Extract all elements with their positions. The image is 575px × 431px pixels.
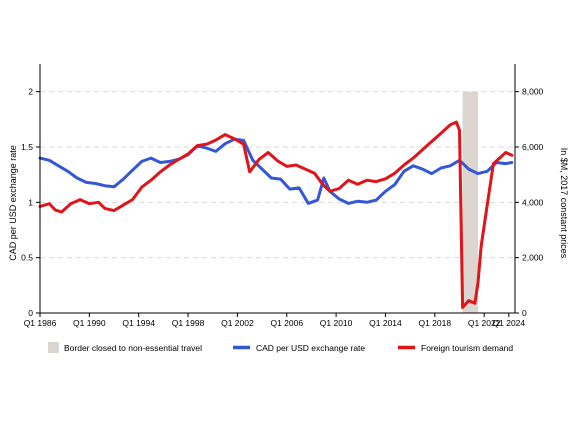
left-tick-label-0: 0 — [28, 308, 33, 318]
left-tick-label-3: 1.5 — [21, 142, 33, 152]
x-tick-label-9: Q1 2022 — [468, 318, 501, 328]
left-tick-label-4: 2 — [28, 87, 33, 97]
right-axis-ticks: 0 2,000 4,000 6,000 8,000 — [515, 87, 544, 318]
gridlines — [40, 91, 515, 259]
right-tick-label-3: 6,000 — [522, 142, 544, 152]
legend: Border closed to non-essential travel CA… — [48, 342, 513, 353]
series-layer — [38, 120, 514, 309]
right-axis-title: In $M, 2017 constant prices — [559, 148, 569, 259]
legend-label-exchange-rate: CAD per USD exchange rate — [256, 343, 365, 353]
x-tick-label-10: Q1 2024 — [493, 318, 526, 328]
axes — [39, 64, 516, 314]
x-tick-label-1: Q1 1990 — [73, 318, 106, 328]
left-axis-title: CAD per USD exchange rate — [8, 145, 18, 261]
legend-swatch-border-closed — [48, 342, 59, 353]
legend-label-tourism-demand: Foreign tourism demand — [421, 343, 513, 353]
x-tick-label-8: Q1 2018 — [418, 318, 451, 328]
x-tick-label-3: Q1 1998 — [172, 318, 205, 328]
right-tick-label-1: 2,000 — [522, 253, 544, 263]
border-closure-shading — [462, 91, 478, 314]
x-tick-label-6: Q1 2010 — [320, 318, 353, 328]
shaded-period-rect — [462, 91, 478, 314]
right-tick-label-0: 0 — [522, 308, 527, 318]
series-line-tourism-demand — [38, 120, 514, 309]
legend-label-border-closed: Border closed to non-essential travel — [64, 343, 202, 353]
x-tick-label-7: Q1 2014 — [369, 318, 402, 328]
series-line-exchange-rate — [38, 137, 514, 205]
x-tick-label-0: Q1 1986 — [24, 318, 57, 328]
right-tick-label-2: 4,000 — [522, 197, 544, 207]
left-tick-label-1: 0.5 — [21, 253, 33, 263]
x-tick-label-2: Q1 1994 — [122, 318, 155, 328]
x-tick-label-5: Q1 2006 — [270, 318, 303, 328]
x-axis-ticks: Q1 1986 Q1 1990 Q1 1994 Q1 1998 Q1 2002 Q1 20… — [24, 313, 526, 328]
x-tick-label-4: Q1 2002 — [221, 318, 254, 328]
left-tick-label-2: 1 — [28, 197, 33, 207]
left-axis-ticks: 0 0.5 1 1.5 2 — [21, 87, 40, 318]
right-tick-label-4: 8,000 — [522, 87, 544, 97]
